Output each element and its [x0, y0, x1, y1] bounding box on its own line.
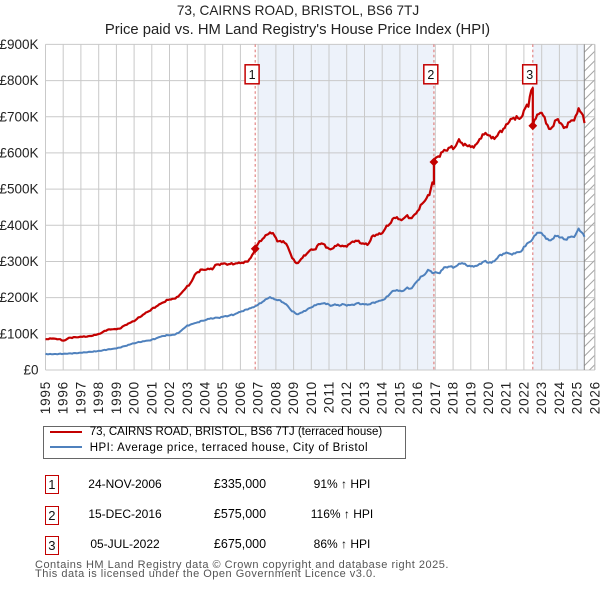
svg-text:2015: 2015 — [392, 381, 407, 414]
svg-text:2018: 2018 — [446, 381, 461, 414]
svg-text:2019: 2019 — [463, 381, 478, 414]
svg-text:2004: 2004 — [198, 381, 213, 414]
svg-text:1998: 1998 — [91, 381, 106, 414]
svg-text:£200K: £200K — [0, 290, 39, 305]
svg-text:2012: 2012 — [339, 381, 354, 414]
svg-text:£900K: £900K — [0, 37, 39, 52]
svg-text:2014: 2014 — [375, 381, 390, 414]
svg-text:2003: 2003 — [180, 381, 195, 414]
svg-text:1: 1 — [249, 68, 256, 82]
svg-text:2002: 2002 — [162, 381, 177, 414]
svg-text:2005: 2005 — [215, 381, 230, 414]
svg-text:£300K: £300K — [0, 254, 39, 269]
svg-text:£700K: £700K — [0, 109, 39, 124]
svg-text:3: 3 — [526, 68, 533, 82]
svg-text:2010: 2010 — [304, 381, 319, 414]
svg-text:2021: 2021 — [499, 381, 514, 414]
svg-text:2020: 2020 — [481, 381, 496, 414]
svg-text:2025: 2025 — [570, 381, 585, 414]
svg-text:2011: 2011 — [322, 381, 337, 413]
svg-text:1997: 1997 — [73, 381, 88, 414]
svg-text:£0: £0 — [23, 363, 38, 378]
svg-text:£800K: £800K — [0, 73, 39, 88]
svg-text:2009: 2009 — [286, 381, 301, 414]
svg-text:2006: 2006 — [233, 381, 248, 414]
svg-text:1999: 1999 — [109, 381, 124, 414]
svg-text:1996: 1996 — [56, 381, 71, 414]
svg-text:2022: 2022 — [516, 381, 531, 414]
svg-text:2000: 2000 — [127, 381, 142, 414]
svg-text:£100K: £100K — [0, 326, 39, 341]
svg-text:2023: 2023 — [534, 381, 549, 414]
svg-text:2008: 2008 — [268, 381, 283, 414]
svg-text:2026: 2026 — [587, 381, 600, 414]
svg-text:2016: 2016 — [410, 381, 425, 414]
svg-text:£400K: £400K — [0, 218, 39, 233]
svg-text:2013: 2013 — [357, 381, 372, 414]
svg-text:2: 2 — [427, 68, 434, 82]
svg-text:1995: 1995 — [38, 381, 53, 414]
svg-text:2007: 2007 — [251, 381, 266, 414]
svg-text:£500K: £500K — [0, 182, 39, 197]
svg-text:2001: 2001 — [144, 381, 159, 414]
svg-text:2017: 2017 — [428, 381, 443, 414]
svg-text:2024: 2024 — [552, 381, 567, 414]
svg-text:£600K: £600K — [0, 146, 39, 161]
